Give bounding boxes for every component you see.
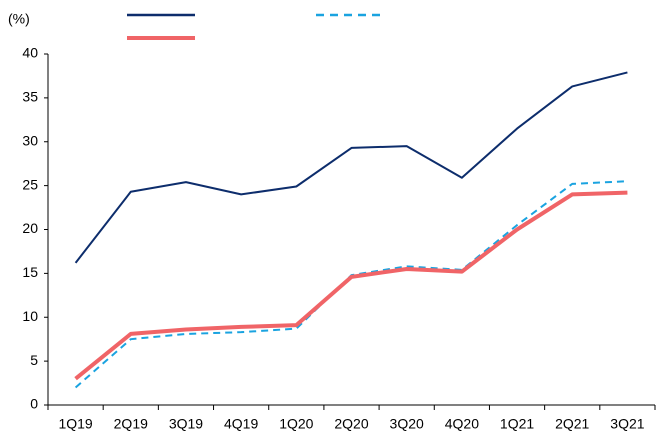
x-tick-label: 3Q20 bbox=[390, 416, 424, 432]
x-tick-label: 2Q20 bbox=[334, 416, 368, 432]
x-tick-label: 2Q19 bbox=[114, 416, 148, 432]
y-axis-label: (%) bbox=[8, 11, 30, 27]
x-tick-label: 4Q19 bbox=[224, 416, 258, 432]
y-tick-label: 25 bbox=[22, 176, 38, 192]
y-tick-label: 10 bbox=[22, 308, 38, 324]
y-tick-label: 0 bbox=[30, 396, 38, 412]
y-tick-label: 35 bbox=[22, 89, 38, 105]
x-tick-label: 3Q19 bbox=[169, 416, 203, 432]
series-line bbox=[74, 190, 628, 381]
x-tick-label: 1Q19 bbox=[58, 416, 92, 432]
x-tick-label: 2Q21 bbox=[555, 416, 589, 432]
series-line bbox=[74, 71, 628, 264]
x-tick-label: 1Q21 bbox=[500, 416, 534, 432]
y-tick-label: 30 bbox=[22, 132, 38, 148]
y-tick-label: 15 bbox=[22, 264, 38, 280]
y-tick-label: 40 bbox=[22, 45, 38, 61]
x-tick-label: 3Q21 bbox=[610, 416, 644, 432]
y-tick-label: 5 bbox=[30, 352, 38, 368]
x-tick-label: 1Q20 bbox=[279, 416, 313, 432]
y-tick-label: 20 bbox=[22, 220, 38, 236]
x-tick-label: 4Q20 bbox=[445, 416, 479, 432]
